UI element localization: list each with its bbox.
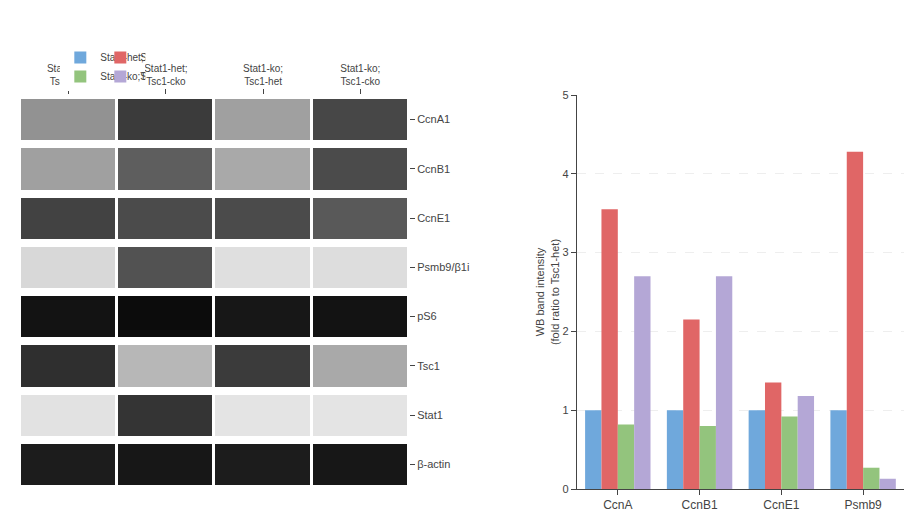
svg-text:3: 3 — [563, 246, 569, 258]
html-text:Stat1-het;: Stat1-het; — [46, 63, 91, 74]
svg-text:5: 5 — [563, 89, 569, 101]
svg-text:CcnA: CcnA — [603, 498, 632, 512]
svg-text:Stat1-het;Tsc1-cko: Stat1-het;Tsc1-cko — [140, 52, 145, 63]
html-text:Tsc1-het: Tsc1-het — [49, 76, 88, 87]
svg-text:Stat1-ko;Tsc1-het: Stat1-ko;Tsc1-het — [243, 63, 283, 87]
svg-text:Stat1-ko;Tsc1-cko: Stat1-ko;Tsc1-cko — [140, 71, 145, 82]
svg-text:CcnE1: CcnE1 — [763, 498, 799, 512]
svg-text:CcnE1: CcnE1 — [417, 212, 450, 224]
svg-text:Stat1-het;Tsc1-cko: Stat1-het;Tsc1-cko — [144, 63, 187, 87]
svg-text:0: 0 — [563, 483, 569, 495]
svg-text:Tsc1: Tsc1 — [417, 360, 440, 372]
svg-text:4: 4 — [563, 168, 569, 180]
svg-text:WB band intensity(fold ratio t: WB band intensity(fold ratio to Tsc1-het… — [534, 239, 560, 345]
svg-text:Stat1-ko;Tsc1-cko: Stat1-ko;Tsc1-cko — [340, 63, 380, 87]
svg-text:CcnB1: CcnB1 — [682, 498, 718, 512]
svg-text:1: 1 — [563, 404, 569, 416]
svg-text:CcnB1: CcnB1 — [417, 163, 450, 175]
svg-text:pS6: pS6 — [417, 310, 437, 322]
svg-text:CcnA1: CcnA1 — [417, 113, 450, 125]
svg-text:Psmb9/β1i: Psmb9/β1i — [417, 261, 469, 273]
svg-text:β-actin: β-actin — [417, 458, 450, 470]
svg-text:Psmb9: Psmb9 — [844, 498, 882, 512]
svg-text:Stat1-het;Tsc1-het: Stat1-het;Tsc1-het — [100, 52, 145, 63]
svg-text:Stat1-ko;Tsc1-het: Stat1-ko;Tsc1-het — [100, 71, 145, 82]
svg-text:Stat1: Stat1 — [417, 409, 443, 421]
svg-text:2: 2 — [563, 325, 569, 337]
